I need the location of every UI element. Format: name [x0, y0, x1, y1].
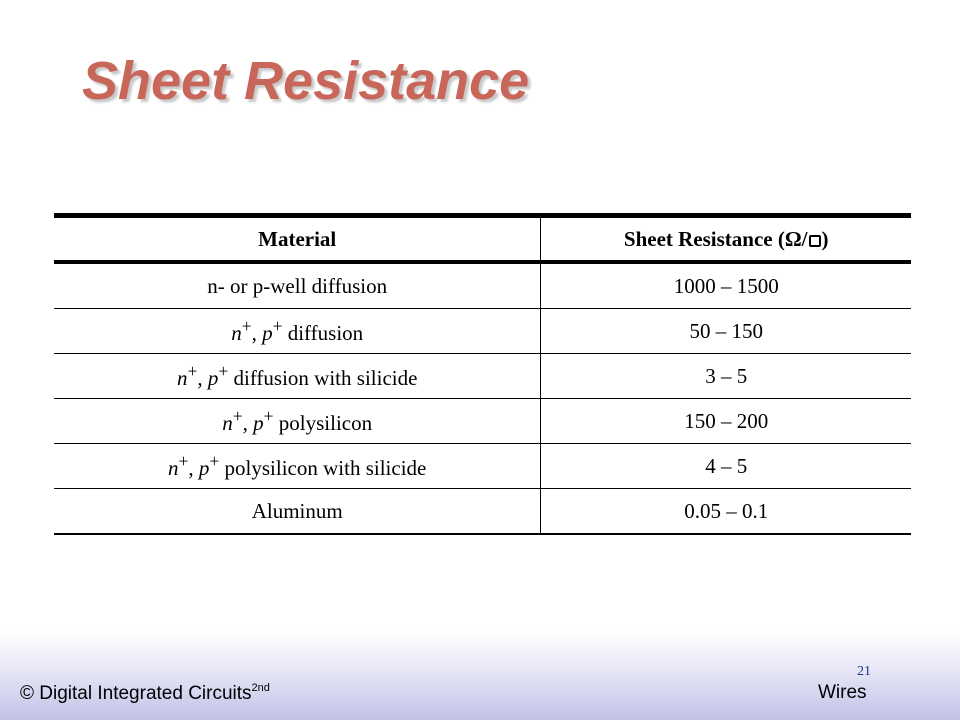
- table-row: n+, p+ diffusion 50 – 150: [54, 308, 911, 354]
- header-material: Material: [54, 215, 542, 262]
- sheet-resistance-cell: 0.05 – 0.1: [540, 488, 911, 535]
- square-icon: [808, 234, 821, 247]
- table-row: n- or p-well diffusion 1000 – 1500: [54, 262, 911, 309]
- footer-copyright: © Digital Integrated Circuits2nd: [20, 682, 270, 705]
- sheet-resistance-cell: 1000 – 1500: [540, 262, 911, 309]
- header-sheet-resistance-label: Sheet Resistance (Ω/: [623, 226, 808, 251]
- material-cell: n+, p+ diffusion: [54, 308, 542, 354]
- table-body: n- or p-well diffusion 1000 – 1500 n+, p+ …: [54, 262, 911, 535]
- sheet-resistance-table: Material Sheet Resistance (Ω/) n- or p-w…: [54, 213, 911, 535]
- table-row: n+, p+ diffusion with silicide 3 – 5: [54, 353, 911, 399]
- footer-section: Wires: [818, 682, 867, 703]
- footer-edition: 2nd: [251, 682, 270, 694]
- sheet-resistance-cell: 4 – 5: [540, 443, 911, 489]
- table-row: Aluminum 0.05 – 0.1: [54, 488, 911, 535]
- material-cell: n+, p+ diffusion with silicide: [54, 353, 542, 399]
- sheet-resistance-cell: 150 – 200: [540, 398, 911, 444]
- sheet-resistance-cell: 50 – 150: [540, 308, 911, 354]
- slide-title: Sheet Resistance: [82, 51, 530, 111]
- footer-copyright-text: © Digital Integrated Circuits: [20, 683, 252, 704]
- sheet-resistance-cell: 3 – 5: [540, 353, 911, 399]
- table-row: n+, p+ polysilicon with silicide 4 – 5: [54, 443, 911, 489]
- table-header-row: Material Sheet Resistance (Ω/): [54, 215, 911, 263]
- footer-band: [0, 630, 960, 720]
- material-cell: n+, p+ polysilicon: [54, 398, 542, 444]
- material-cell: n+, p+ polysilicon with silicide: [54, 443, 542, 489]
- material-cell: n- or p-well diffusion: [54, 262, 542, 309]
- sheet-resistance-table-container: Material Sheet Resistance (Ω/) n- or p-w…: [54, 213, 911, 535]
- table-row: n+, p+ polysilicon 150 – 200: [54, 398, 911, 444]
- page-number: 21: [857, 664, 871, 679]
- material-cell: Aluminum: [54, 488, 542, 535]
- header-sheet-resistance: Sheet Resistance (Ω/): [541, 216, 911, 263]
- header-sheet-resistance-close: ): [821, 226, 829, 251]
